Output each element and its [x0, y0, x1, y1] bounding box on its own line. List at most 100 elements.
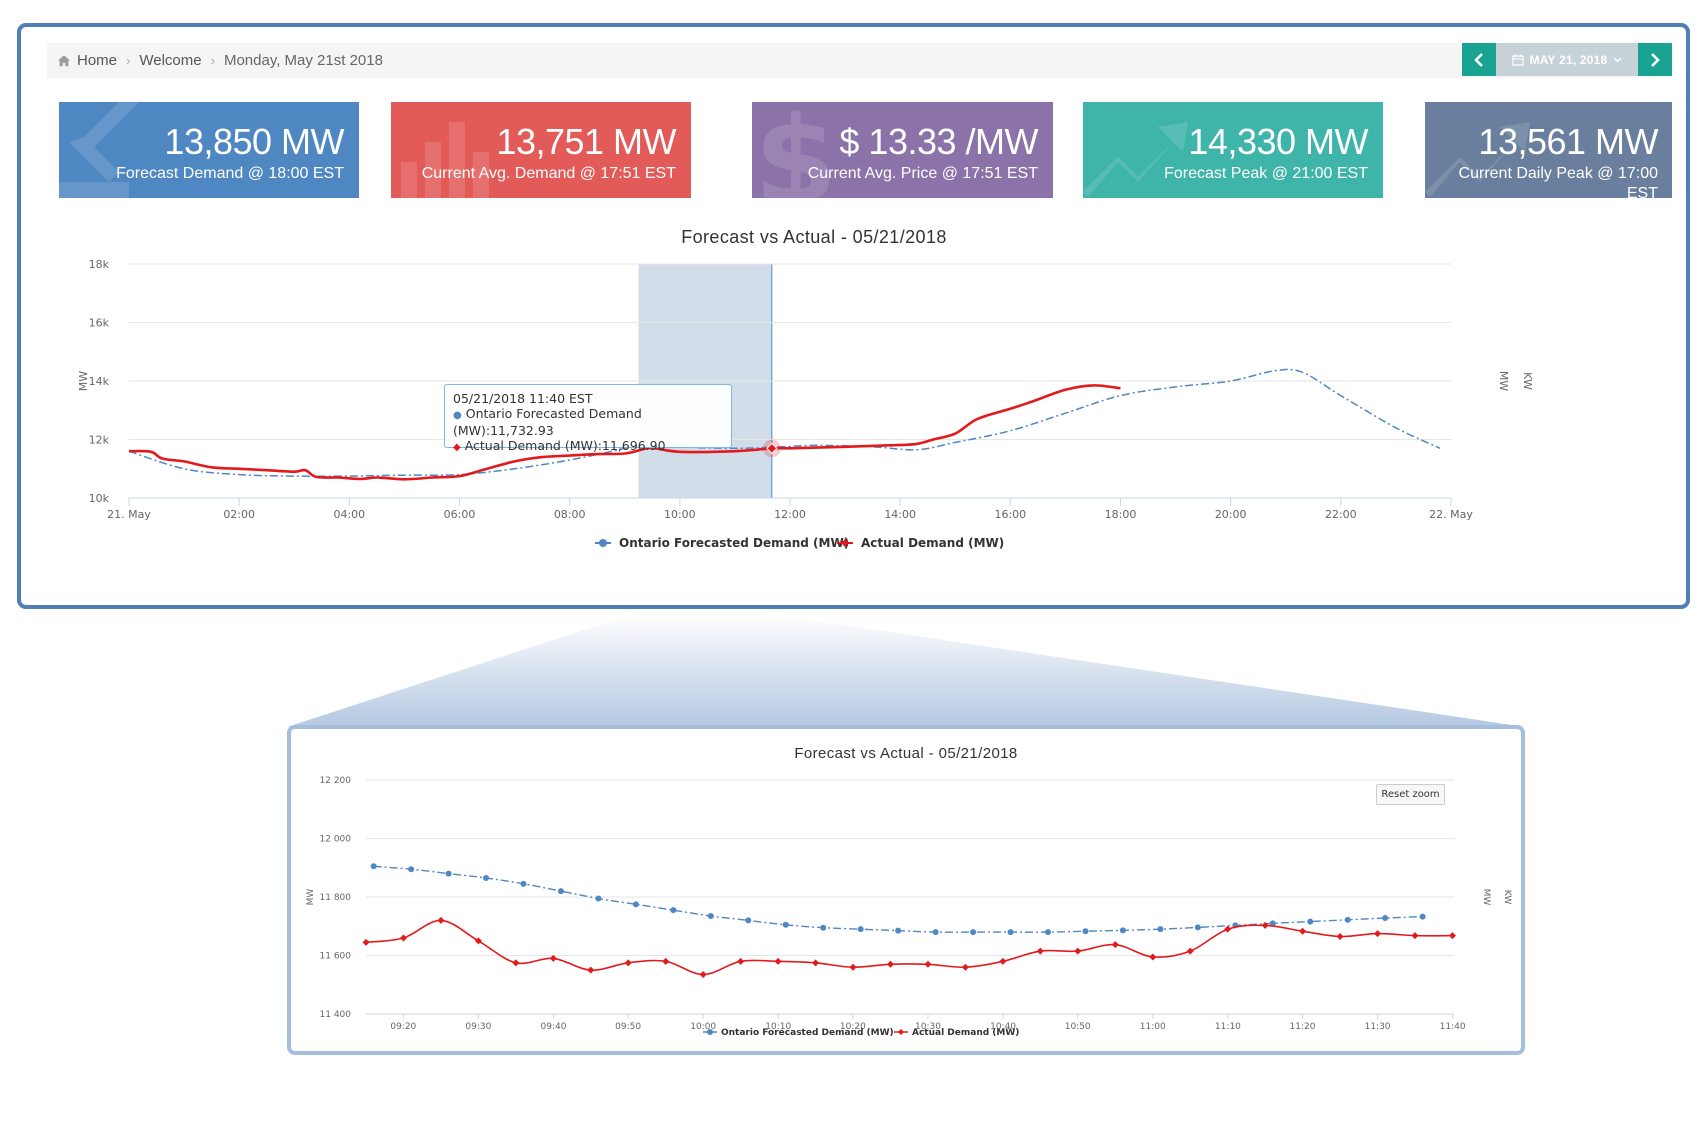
y-tick-label: 11 600 — [320, 952, 352, 962]
forecast-point — [932, 929, 939, 936]
trend-up-icon — [1425, 122, 1530, 197]
forecast-point — [782, 921, 789, 928]
previous-day-button[interactable] — [1462, 43, 1496, 76]
diamond-icon: ◆ — [453, 442, 461, 453]
forecast-point — [745, 917, 752, 924]
actual-point — [1224, 925, 1232, 933]
date-picker[interactable]: MAY 21, 2018 — [1496, 43, 1638, 76]
legend-item-forecast: Ontario Forecasted Demand (MW) — [703, 1028, 894, 1038]
actual-point — [774, 957, 782, 965]
actual-point — [549, 954, 557, 962]
current-demand-card: 13,751 MW Current Avg. Demand @ 17:51 ES… — [391, 102, 691, 198]
card-value: 13,751 MW — [496, 121, 676, 162]
y-tick-label: 11 800 — [320, 893, 352, 903]
chevron-down-icon — [1613, 57, 1622, 62]
x-tick-label: 11:40 — [1440, 1022, 1466, 1032]
x-tick-label: 11:20 — [1290, 1022, 1316, 1032]
forecast-point — [370, 863, 377, 870]
actual-series-line — [365, 919, 1453, 976]
actual-point — [886, 960, 894, 968]
x-tick-label: 08:00 — [554, 508, 586, 521]
actual-point — [1036, 947, 1044, 955]
dashboard-panel: Home › Welcome › Monday, May 21st 2018 M… — [17, 23, 1690, 609]
forecast-point — [1082, 928, 1089, 935]
date-label: MAY 21, 2018 — [1529, 52, 1608, 67]
tooltip-forecast: Ontario Forecasted Demand (MW):11,732.93 — [453, 406, 642, 438]
x-tick-label: 04:00 — [333, 508, 365, 521]
forecast-point — [970, 929, 977, 936]
forecast-point — [1119, 927, 1126, 934]
breadcrumb-home[interactable]: Home — [77, 52, 118, 69]
actual-point — [399, 934, 407, 942]
legend-swatch-marker — [599, 539, 607, 547]
forecast-point — [1344, 916, 1351, 923]
x-tick-label: 22:00 — [1325, 508, 1357, 521]
actual-point — [362, 938, 370, 946]
y-axis-title-right: KW — [1502, 890, 1512, 905]
download-icon — [59, 102, 139, 198]
highlight-point — [766, 442, 778, 455]
chevron-right-icon: › — [126, 53, 131, 68]
forecast-point — [895, 927, 902, 934]
y-tick-label: 12k — [89, 434, 110, 447]
x-tick-label: 02:00 — [223, 508, 255, 521]
x-tick-label: 09:30 — [465, 1022, 491, 1032]
forecast-point — [1044, 929, 1051, 936]
y-tick-label: 11 400 — [320, 1010, 352, 1020]
actual-point — [812, 959, 820, 967]
actual-series-line — [128, 384, 1121, 481]
actual-point — [999, 957, 1007, 965]
actual-point — [849, 963, 857, 971]
forecast-point — [1382, 915, 1389, 922]
next-day-button[interactable] — [1638, 43, 1672, 76]
daily-peak-card: 13,561 MW Current Daily Peak @ 17:00 EST — [1425, 102, 1672, 198]
actual-point — [662, 957, 670, 965]
y-tick-label: 14k — [89, 375, 110, 388]
tooltip-header: 05/21/2018 11:40 EST — [453, 391, 593, 406]
forecast-point — [595, 895, 602, 902]
actual-point — [474, 937, 482, 945]
y-axis-title: MW — [77, 371, 90, 391]
forecast-point — [857, 926, 864, 933]
x-tick-label: 10:00 — [690, 1022, 716, 1032]
actual-point — [699, 971, 707, 979]
reset-zoom-button[interactable]: Reset zoom — [1376, 784, 1445, 805]
actual-point — [1336, 932, 1344, 940]
zoom-funnel — [287, 613, 1525, 727]
x-tick-label: 11:10 — [1215, 1022, 1241, 1032]
bar-chart-icon — [401, 122, 489, 198]
breadcrumb-welcome[interactable]: Welcome — [139, 52, 202, 69]
forecast-point — [632, 901, 639, 908]
legend-swatch-marker — [898, 1029, 904, 1035]
card-label: Current Avg. Demand @ 17:51 EST — [421, 165, 676, 182]
card-value: $ 13.33 /MW — [839, 121, 1038, 162]
actual-point — [512, 959, 520, 967]
chevron-left-icon — [1474, 52, 1483, 67]
x-tick-label: 12:00 — [774, 508, 806, 521]
current-price-card: $ $ 13.33 /MW Current Avg. Price @ 17:51… — [752, 102, 1053, 198]
legend-label: Ontario Forecasted Demand (MW) — [619, 536, 849, 550]
y-tick-label: 16k — [89, 317, 110, 330]
svg-text:$: $ — [754, 102, 838, 198]
x-tick-label: 06:00 — [444, 508, 476, 521]
actual-point — [1149, 953, 1157, 961]
home-icon — [57, 54, 71, 66]
legend-item-actual: Actual Demand (MW) — [837, 536, 1004, 550]
zoom-chart[interactable]: 11 400 11 600 11 800 12 000 12 200 09:20 09:30… — [291, 729, 1521, 1051]
x-tick-label: 09:20 — [390, 1022, 416, 1032]
chevron-right-icon: › — [210, 53, 215, 68]
x-tick-label: 21. May — [107, 508, 151, 521]
x-tick-label: 11:30 — [1365, 1022, 1391, 1032]
actual-point — [1111, 941, 1119, 949]
x-tick-label: 22. May — [1429, 508, 1473, 521]
y-axis-title: MW — [306, 889, 316, 906]
main-chart[interactable]: 10k 12k 14k 16k 18k 21. May 02:00 04:00 06:00 08:… — [21, 227, 1686, 627]
legend-item-forecast: Ontario Forecasted Demand (MW) — [595, 536, 849, 550]
forecast-point — [520, 880, 527, 887]
card-value: 13,561 MW — [1478, 121, 1658, 162]
circle-icon: ● — [453, 410, 462, 421]
actual-point — [587, 966, 595, 974]
forecast-point — [707, 913, 714, 920]
card-value: 13,850 MW — [164, 121, 344, 162]
legend-label: Ontario Forecasted Demand (MW) — [721, 1028, 894, 1038]
